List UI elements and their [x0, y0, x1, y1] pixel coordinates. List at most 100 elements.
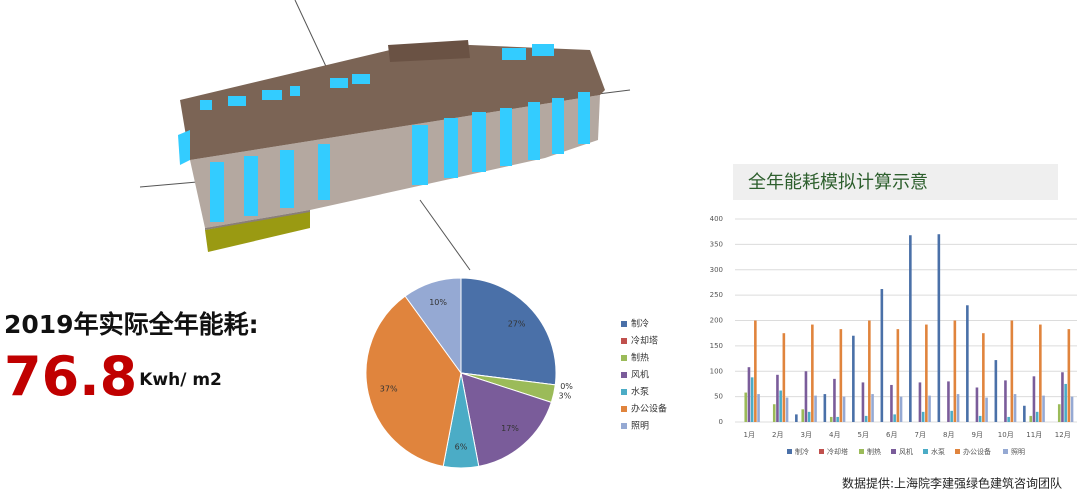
bar [928, 395, 931, 422]
x-tick-label: 12月 [1055, 431, 1071, 439]
bar [814, 395, 817, 422]
bar [785, 397, 789, 422]
bar [779, 390, 782, 422]
bar [747, 367, 751, 422]
y-tick-label: 200 [710, 317, 723, 325]
bar [811, 324, 814, 422]
y-tick-label: 0 [719, 418, 723, 426]
bar [1042, 395, 1045, 422]
bar [947, 381, 950, 422]
bar [966, 305, 969, 422]
bar [1035, 411, 1039, 422]
bar [985, 397, 988, 422]
legend-swatch [819, 449, 824, 454]
bar [953, 320, 957, 422]
legend-label: 制热 [867, 447, 881, 456]
bar [852, 335, 855, 422]
x-tick-label: 7月 [915, 431, 926, 439]
y-tick-label: 250 [710, 291, 723, 299]
x-tick-label: 2月 [772, 431, 783, 439]
bar [890, 384, 893, 422]
x-tick-label: 9月 [972, 431, 983, 439]
bar [829, 416, 833, 422]
legend-swatch [621, 406, 627, 412]
bar [880, 289, 884, 422]
x-tick-label: 11月 [1026, 431, 1042, 439]
bar [807, 411, 811, 422]
y-tick-label: 100 [710, 367, 723, 375]
bar [1029, 415, 1033, 422]
legend-label: 风机 [899, 447, 913, 456]
legend-label: 制冷 [631, 318, 649, 330]
bar [772, 404, 776, 422]
bar [804, 371, 808, 422]
bar [1057, 404, 1061, 422]
slice-label: 17% [501, 424, 519, 433]
bar [744, 392, 748, 422]
legend-label: 办公设备 [631, 403, 667, 415]
bar [839, 329, 843, 422]
metric-number: 76.8 [4, 345, 137, 408]
bar [1010, 320, 1014, 422]
bar [795, 414, 798, 422]
legend-label: 水泵 [931, 447, 945, 456]
legend-swatch [1003, 449, 1008, 454]
y-tick-label: 400 [710, 215, 723, 223]
legend-swatch [621, 423, 627, 429]
legend-label: 办公设备 [963, 447, 991, 456]
y-tick-label: 300 [710, 266, 723, 274]
bar [754, 320, 757, 422]
bar [833, 378, 836, 422]
bar [896, 329, 900, 422]
chart-title: 全年能耗模拟计算示意 [748, 172, 928, 193]
legend-label: 冷却塔 [827, 447, 848, 456]
bar [1067, 329, 1071, 422]
bar [1007, 416, 1010, 422]
bar [868, 320, 871, 422]
bar [1004, 380, 1007, 422]
pie-slice [460, 277, 557, 386]
legend-swatch [787, 449, 792, 454]
source: 数据提供:上海院李建强绿色建筑咨询团队 [842, 476, 1062, 491]
slice-label: 0% [560, 382, 573, 391]
legend-swatch [923, 449, 928, 454]
bar [1064, 383, 1067, 422]
x-tick-label: 5月 [858, 431, 869, 439]
legend-label: 照明 [1011, 448, 1025, 456]
bar [1023, 405, 1026, 422]
bar [975, 387, 979, 422]
x-tick-label: 3月 [801, 431, 812, 439]
bar [1013, 394, 1017, 422]
x-tick-label: 10月 [998, 431, 1014, 439]
slice-label: 37% [380, 385, 398, 394]
legend-label: 水泵 [631, 386, 649, 398]
bar [750, 377, 754, 422]
x-tick-label: 8月 [943, 431, 954, 439]
bar [823, 394, 827, 422]
bar [1039, 324, 1042, 422]
bar [909, 235, 912, 422]
legend-label: 冷却塔 [631, 335, 658, 347]
y-tick-label: 50 [714, 393, 723, 401]
metric-unit: Kwh/ m2 [139, 370, 222, 390]
x-tick-label: 1月 [744, 431, 755, 439]
bar [1070, 396, 1074, 422]
legend-swatch [621, 321, 627, 327]
legend-label: 制热 [631, 352, 649, 364]
bar [836, 416, 839, 422]
pie-slice [460, 372, 552, 467]
slice-label: 27% [508, 319, 526, 328]
bar [757, 394, 760, 422]
bar [950, 410, 953, 422]
bar [937, 234, 941, 422]
legend-swatch [621, 372, 627, 378]
bar [994, 360, 998, 422]
pie-slice [365, 295, 462, 467]
legend-swatch [859, 449, 864, 454]
legend-label: 制冷 [795, 447, 809, 456]
bar [921, 411, 925, 422]
legend-label: 风机 [631, 369, 649, 381]
legend-label: 照明 [631, 421, 649, 432]
bar-title-box [733, 164, 1058, 200]
